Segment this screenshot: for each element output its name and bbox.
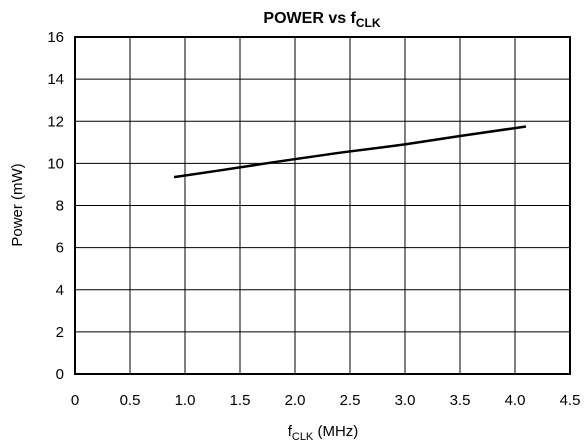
y-tick-label: 4 xyxy=(56,282,64,299)
x-tick-label: 0.5 xyxy=(120,392,141,409)
x-tick-label: 1.5 xyxy=(230,392,251,409)
x-tick-label: 1.0 xyxy=(175,392,196,409)
y-tick-labels: 0 2 4 6 8 10 12 14 16 xyxy=(47,29,64,383)
x-axis-title-suffix: (MHz) xyxy=(313,423,358,440)
y-tick-label: 12 xyxy=(47,113,64,130)
y-axis-title: Power (mW) xyxy=(9,163,26,246)
x-tick-label: 3.0 xyxy=(395,392,416,409)
chart-title-subscript: CLK xyxy=(356,16,381,30)
y-tick-label: 8 xyxy=(56,198,64,215)
x-tick-label: 2.0 xyxy=(285,392,306,409)
y-tick-label: 14 xyxy=(47,71,64,88)
chart-title-main: POWER vs f xyxy=(263,10,356,27)
y-tick-label: 6 xyxy=(56,240,64,257)
y-tick-label: 16 xyxy=(47,29,64,46)
x-tick-label: 4.5 xyxy=(560,392,581,409)
y-tick-label: 0 xyxy=(56,366,64,383)
x-tick-label: 3.5 xyxy=(450,392,471,409)
plot-frame xyxy=(74,36,571,375)
grid xyxy=(75,37,570,374)
x-axis-title-subscript: CLK xyxy=(292,431,314,443)
series-line xyxy=(173,125,527,179)
series-layer xyxy=(173,125,527,179)
y-tick-label: 2 xyxy=(56,324,64,341)
x-tick-label: 4.0 xyxy=(505,392,526,409)
x-axis-title: fCLK (MHz) xyxy=(288,423,359,443)
x-tick-label: 0 xyxy=(71,392,79,409)
y-tick-label: 10 xyxy=(47,155,64,172)
chart-title: POWER vs fCLK xyxy=(263,10,380,30)
x-tick-labels: 0 0.5 1.0 1.5 2.0 2.5 3.0 3.5 4.0 4.5 xyxy=(71,392,581,409)
x-tick-label: 2.5 xyxy=(340,392,361,409)
x-axis-title-main: f xyxy=(288,423,293,440)
